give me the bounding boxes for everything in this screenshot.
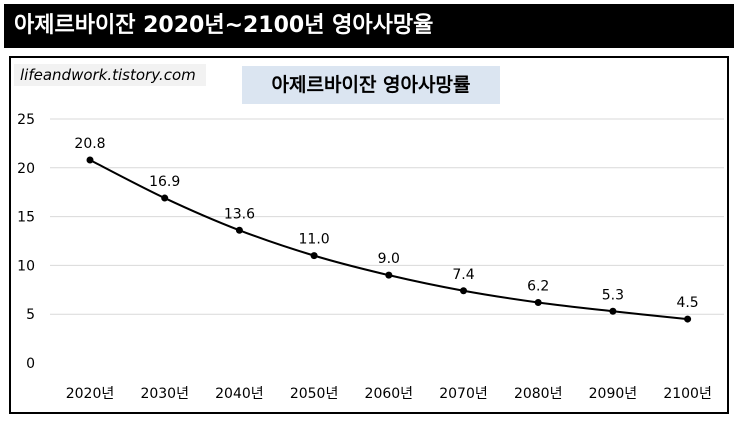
data-point xyxy=(385,271,393,279)
data-label: 9.0 xyxy=(378,251,400,267)
page-title: 아제르바이잔 2020년~2100년 영아사망율 xyxy=(14,13,434,38)
header-bar: 아제르바이잔 2020년~2100년 영아사망율 xyxy=(4,4,734,48)
data-label: 20.8 xyxy=(74,136,105,152)
data-points xyxy=(86,156,692,323)
data-point xyxy=(534,298,542,306)
x-axis-ticks: 2020년 2030년 2040년 2050년 2060년 2070년 2080년 2090년… xyxy=(66,386,712,402)
chart-frame xyxy=(9,56,729,414)
x-tick-label: 2050년 xyxy=(290,386,339,402)
y-axis-ticks: 0 5 10 15 20 25 xyxy=(17,112,35,372)
y-tick-label: 10 xyxy=(17,258,35,274)
data-point xyxy=(310,252,318,260)
y-tick-label: 5 xyxy=(26,307,35,323)
x-tick-label: 2060년 xyxy=(365,386,414,402)
y-tick-label: 20 xyxy=(17,161,35,177)
chart-title: 아제르바이잔 영아사망률 xyxy=(242,66,500,104)
data-label: 16.9 xyxy=(149,174,180,190)
data-label: 11.0 xyxy=(299,232,330,248)
watermark: lifeandwork.tistory.com xyxy=(14,64,206,86)
data-point xyxy=(609,307,617,315)
data-label: 6.2 xyxy=(527,278,549,294)
y-tick-label: 15 xyxy=(17,210,35,226)
x-tick-label: 2040년 xyxy=(215,386,264,402)
x-tick-label: 2090년 xyxy=(589,386,638,402)
data-point xyxy=(86,156,94,164)
y-tick-label: 25 xyxy=(17,112,35,128)
x-tick-label: 2100년 xyxy=(663,386,712,402)
data-point xyxy=(460,287,467,295)
x-tick-label: 2070년 xyxy=(439,386,488,402)
data-point xyxy=(684,315,692,323)
data-labels: 20.8 16.9 13.6 11.0 9.0 7.4 6.2 5.3 4.5 xyxy=(74,136,698,311)
gridlines xyxy=(50,118,724,315)
data-label: 7.4 xyxy=(452,267,474,283)
data-label: 4.5 xyxy=(676,295,698,311)
x-tick-label: 2030년 xyxy=(140,386,189,402)
data-point xyxy=(161,194,169,202)
x-tick-label: 2020년 xyxy=(66,386,115,402)
data-label: 13.6 xyxy=(224,206,255,222)
y-tick-label: 0 xyxy=(26,356,35,372)
data-label: 5.3 xyxy=(602,287,624,303)
x-tick-label: 2080년 xyxy=(514,386,563,402)
data-point xyxy=(235,226,243,234)
